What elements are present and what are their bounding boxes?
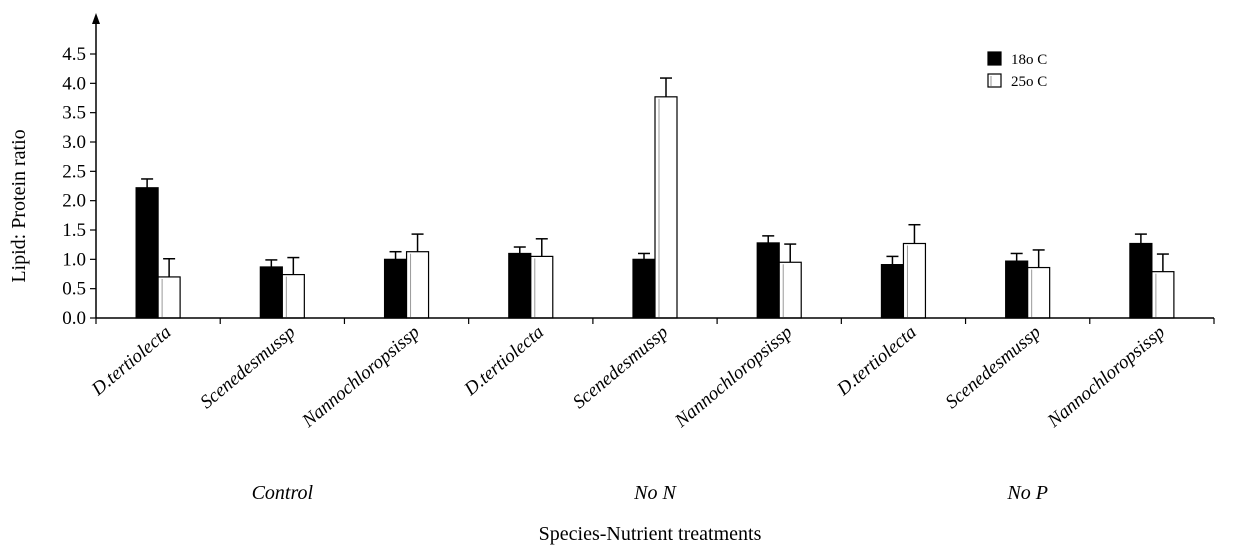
x-group-label: Control [252,482,314,504]
bar-series-1 [383,258,408,319]
y-tick-label: 1.0 [62,249,86,270]
y-axis-arrow [92,13,100,24]
bar-series-1 [880,264,905,319]
bar-series-1 [259,266,283,319]
bar-series-1 [1129,242,1153,319]
bar-series-2 [654,96,678,319]
y-axis-title: Lipid: Protein ratio [8,129,30,282]
bar-series-2 [281,273,305,319]
x-category-label: Nannochloropsissp [670,322,796,433]
x-group-label: No N [633,482,677,504]
y-tick-label: 3.5 [62,103,86,124]
x-category-label: D.tertiolecta [832,322,920,401]
bar-series-1 [135,187,159,319]
legend-label: 25o C [1011,74,1047,90]
x-category-label: Nannochloropsissp [298,322,424,433]
bar-series-1 [508,252,532,319]
labels: 0.0 0.5 1.0 1.5 2.0 2.5 3.0 3.5 4.0 4.5 D.tertiole… [8,44,1169,545]
x-category-label: Scenedesmussp [569,322,672,413]
y-tick-label: 0.0 [62,308,86,329]
bar-series-1 [1005,260,1029,319]
bar-series-1 [756,242,780,319]
bar-series-2 [1151,271,1175,319]
bar-series-2 [157,276,181,319]
x-category-label: Scenedesmussp [196,322,299,413]
x-category-label: Nannochloropsissp [1043,322,1169,433]
y-tick-label: 0.5 [62,279,86,300]
legend-swatch [987,51,1002,66]
y-tick-label: 4.0 [62,73,86,94]
x-category-label: D.tertiolecta [87,322,175,401]
y-tick-label: 2.5 [62,161,86,182]
bar-series-1 [632,258,656,319]
bar-series-2 [530,255,554,319]
y-tick-label: 3.0 [62,132,86,153]
y-tick-label: 4.5 [62,44,86,65]
bar-series-2 [1027,266,1051,319]
x-axis-title: Species-Nutrient treatments [539,523,762,545]
axes [90,13,1215,324]
bars [135,77,1175,319]
x-category-label: Scenedesmussp [942,322,1045,413]
legend: 18o C 25o C [987,51,1047,90]
x-group-label: No P [1006,482,1048,504]
bar-series-2 [902,242,927,319]
bar-series-2 [778,261,802,319]
y-tick-label: 1.5 [62,220,86,241]
legend-swatch [987,73,1002,88]
x-category-label: D.tertiolecta [460,322,548,401]
bar-series-2 [405,251,430,319]
y-tick-label: 2.0 [62,191,86,212]
legend-label: 18o C [1011,52,1047,68]
